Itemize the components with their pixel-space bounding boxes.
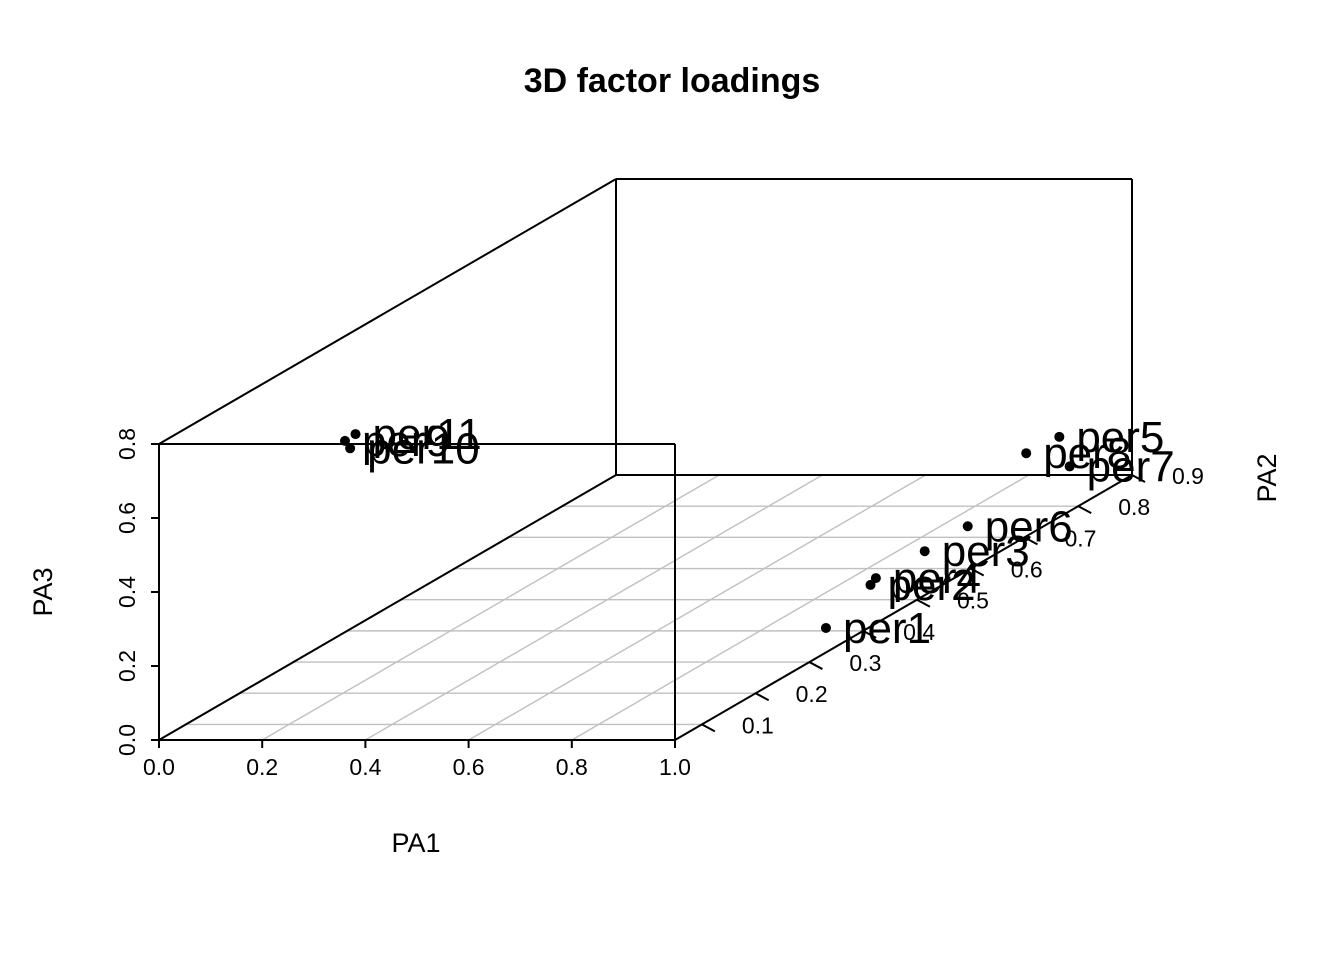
data-point-group: per1 [820, 604, 931, 653]
data-point [870, 573, 881, 584]
data-point [1021, 448, 1032, 459]
x-tick-label: 0.8 [556, 754, 588, 780]
y-tick-label: 0.3 [849, 650, 881, 676]
data-point-label: per5 [1076, 413, 1164, 462]
y-tick-mark [1077, 505, 1092, 515]
data-point-group: per6 [962, 502, 1073, 551]
data-point-label: per11 [373, 410, 482, 459]
y-tick-label: 0.9 [1172, 463, 1204, 489]
z-tick-label: 0.8 [114, 428, 140, 460]
z-tick-label: 0.2 [114, 650, 140, 682]
y-tick-mark [701, 723, 716, 733]
data-point-label: per10 [367, 424, 480, 473]
data-point-label: per3 [942, 527, 1030, 576]
data-point-group: per3 [919, 527, 1030, 576]
data-point-group: per11 [350, 410, 482, 459]
box-edge [158, 178, 617, 445]
grid-line-x [571, 474, 1030, 741]
box-edge [158, 474, 617, 741]
data-point [1064, 461, 1075, 472]
data-point-label: per1 [843, 604, 931, 653]
y-tick-mark [970, 567, 985, 577]
z-tick-label: 0.0 [114, 724, 140, 756]
grid-line-x [365, 474, 823, 741]
axis-ticks: 0.0 0.2 0.4 0.6 0.8 1.0 0.0 0.2 0.4 0.6 0.8 0.1 0.2 0… [114, 428, 1204, 780]
y-tick-mark [808, 661, 823, 670]
data-point-label: per8 [1043, 429, 1131, 478]
box-edge [674, 474, 1133, 741]
y-tick-mark [1131, 474, 1146, 483]
y-tick-label: 0.1 [742, 712, 774, 738]
grid-line-x [261, 474, 720, 741]
chart-title: 3D factor loadings [524, 62, 821, 100]
data-point-group: per8 [1021, 429, 1131, 478]
y-tick-mark [916, 598, 931, 608]
y-tick-label: 0.5 [957, 588, 989, 614]
data-point-label: per7 [1087, 442, 1175, 491]
data-point-label: per9 [362, 417, 450, 466]
z-axis-label: PA3 [28, 567, 58, 616]
bounding-box [158, 178, 1133, 741]
data-point-label: per2 [888, 561, 976, 610]
data-point-group: per10 [345, 424, 480, 473]
y-tick-label: 0.2 [796, 681, 828, 707]
x-tick-label: 1.0 [659, 754, 691, 780]
data-point-group: per7 [1064, 442, 1175, 491]
data-point [1054, 431, 1065, 442]
y-tick-mark [755, 692, 770, 702]
data-point-group: per2 [865, 561, 976, 610]
data-point-group: per4 [870, 554, 981, 603]
data-point [820, 622, 831, 633]
data-point [962, 521, 973, 532]
x-tick-label: 0.6 [453, 754, 485, 780]
data-point-group: per5 [1054, 413, 1164, 462]
y-tick-label: 0.8 [1118, 494, 1150, 520]
data-point-group: per9 [339, 417, 450, 466]
y-tick-mark [1023, 536, 1038, 546]
grid-line-x [468, 474, 926, 741]
y-tick-label: 0.7 [1064, 525, 1096, 551]
data-point-label: per4 [893, 554, 981, 603]
z-tick-label: 0.6 [114, 502, 140, 534]
x-tick-label: 0.0 [143, 754, 175, 780]
data-point-label: per6 [985, 502, 1073, 551]
data-point [350, 429, 361, 440]
y-tick-label: 0.6 [1011, 557, 1043, 583]
z-tick-label: 0.4 [114, 576, 140, 608]
y-axis-label: PA2 [1252, 453, 1282, 502]
data-point [345, 443, 356, 454]
y-tick-mark [862, 630, 877, 639]
x-tick-label: 0.2 [246, 754, 278, 780]
y-tick-label: 0.4 [903, 619, 935, 645]
data-point [865, 579, 876, 590]
data-point [339, 435, 350, 446]
x-axis-label: PA1 [391, 828, 440, 858]
data-point [919, 546, 930, 557]
x-tick-label: 0.4 [349, 754, 381, 780]
